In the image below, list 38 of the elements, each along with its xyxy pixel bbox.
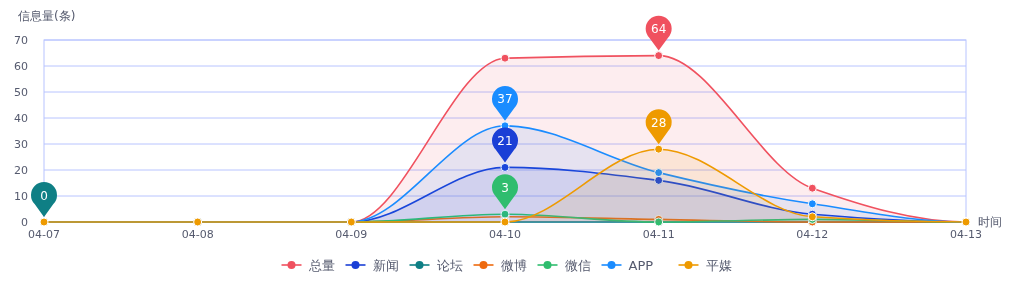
legend-label: 微信: [564, 258, 591, 273]
data-label: 0: [40, 188, 48, 203]
data-label: 21: [497, 133, 513, 148]
point: [654, 51, 664, 61]
x-tick-label: 04-09: [335, 228, 368, 241]
y-tick-label: 50: [14, 86, 28, 99]
point: [500, 53, 510, 63]
legend-label: 总量: [307, 258, 335, 273]
y-tick-label: 0: [21, 216, 28, 229]
legend-label: 平媒: [705, 258, 732, 273]
point: [807, 199, 817, 209]
legend-label: 论坛: [436, 258, 463, 273]
x-axis-title: 时间: [978, 215, 1002, 229]
x-tick-label: 04-11: [642, 228, 675, 241]
y-tick-label: 20: [14, 164, 28, 177]
y-axis-title: 信息量(条): [18, 9, 76, 23]
legend-label: APP: [628, 258, 654, 273]
point: [654, 168, 664, 178]
data-label: 3: [501, 180, 509, 195]
x-tick-label: 04-13: [950, 228, 982, 241]
y-tick-label: 40: [14, 112, 28, 125]
data-label: 64: [651, 22, 667, 37]
x-tick-label: 04-07: [28, 228, 60, 241]
y-tick-label: 70: [14, 34, 28, 47]
legend-label: 微博: [500, 258, 527, 273]
y-tick-label: 10: [14, 190, 28, 203]
data-label: 28: [651, 115, 667, 130]
point: [654, 175, 664, 185]
y-tick-label: 30: [14, 138, 28, 151]
y-tick-label: 60: [14, 60, 28, 73]
legend-label: 新闻: [372, 258, 399, 273]
point: [500, 162, 510, 172]
x-tick-label: 04-10: [489, 228, 521, 241]
point: [807, 183, 817, 193]
point: [654, 144, 664, 154]
x-tick-label: 04-12: [796, 228, 829, 241]
x-tick-label: 04-08: [181, 228, 214, 241]
data-label: 37: [497, 92, 513, 107]
